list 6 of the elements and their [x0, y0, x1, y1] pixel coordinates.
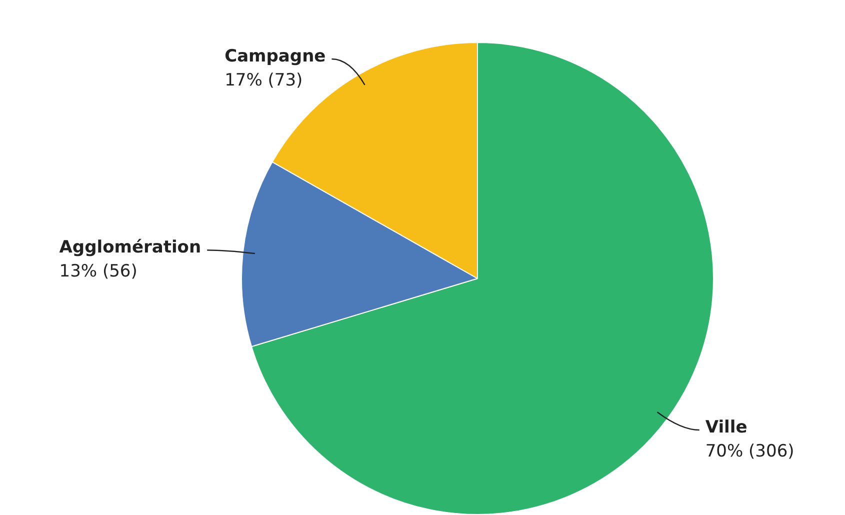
slice-label: Agglomération	[59, 238, 202, 258]
data-label: 70% (306)	[705, 441, 794, 462]
data-label: 13% (56)	[59, 262, 138, 282]
slice-label: Campagne	[224, 46, 326, 66]
data-label: 17% (73)	[224, 70, 303, 90]
slice-label: Ville	[705, 417, 748, 438]
